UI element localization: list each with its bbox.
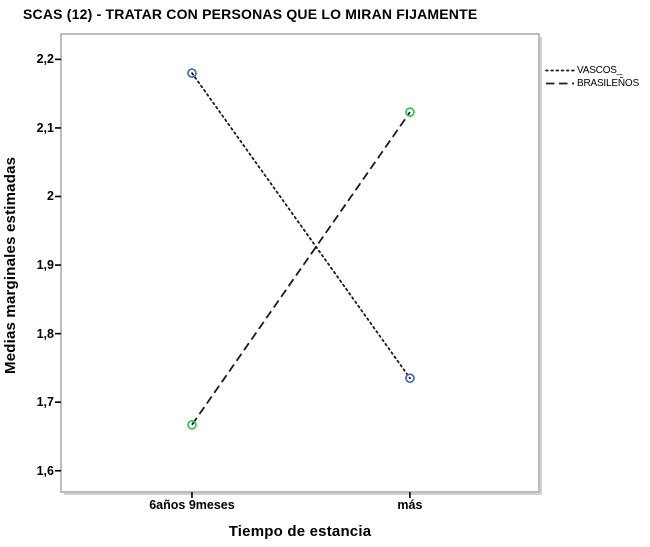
- x-axis-title: Tiempo de estancia: [228, 523, 372, 540]
- series-line-1: [191, 111, 411, 426]
- data-point-marker-1: [405, 107, 415, 118]
- legend-label: BRASILEÑOS: [577, 78, 639, 89]
- data-point-marker-0: [187, 68, 197, 78]
- data-point-marker-1: [187, 419, 197, 430]
- plot-frame: [60, 33, 540, 493]
- dotted-line-sample-icon: [545, 69, 575, 72]
- chart-title: SCAS (12) - TRATAR CON PERSONAS QUE LO M…: [23, 6, 478, 22]
- legend-item-brasilenos: BRASILEÑOS: [545, 77, 639, 90]
- legend-item-vascos: VASCOS_: [545, 64, 639, 77]
- x-axis-category-labels: 6años 9meses más: [0, 498, 650, 514]
- x-axis-category-label: más: [397, 498, 423, 512]
- legend: VASCOS_ BRASILEÑOS: [545, 64, 639, 90]
- x-axis-category-label: 6años 9meses: [149, 498, 235, 512]
- legend-label: VASCOS_: [577, 65, 623, 76]
- data-point-marker-0: [405, 373, 415, 384]
- dashed-line-sample-icon: [546, 82, 574, 85]
- series-line-0: [191, 72, 411, 380]
